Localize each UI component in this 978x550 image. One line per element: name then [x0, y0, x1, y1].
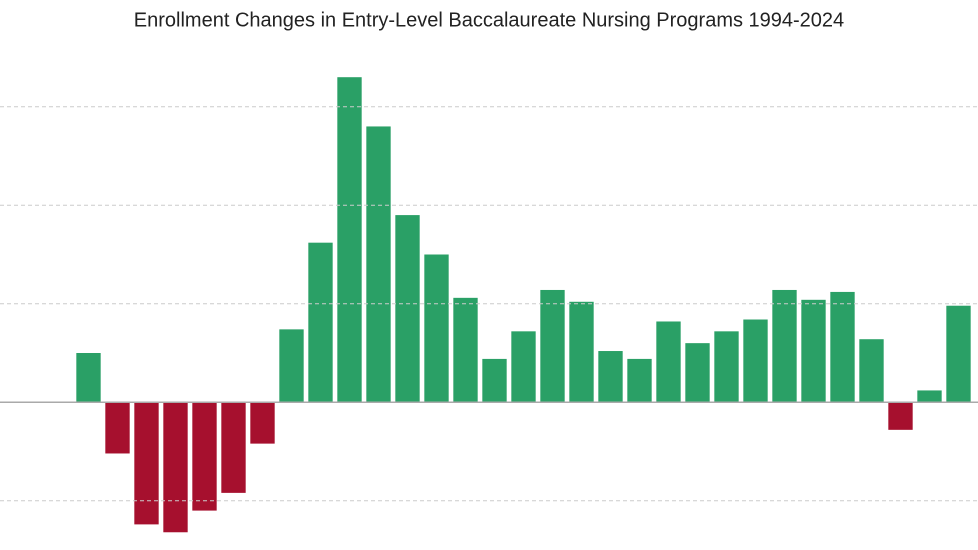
bar: [366, 126, 391, 403]
bar: [337, 77, 362, 403]
bar: [105, 402, 130, 454]
bar: [192, 402, 217, 511]
bar: [134, 402, 159, 525]
bar: [685, 343, 710, 403]
bar: [888, 402, 913, 430]
bar: [917, 390, 942, 403]
bar: [511, 331, 536, 403]
bar: [308, 242, 333, 403]
bar: [830, 291, 855, 403]
bar: [453, 297, 478, 403]
bar: [772, 289, 797, 403]
bar: [627, 358, 652, 403]
bar: [743, 319, 768, 403]
bar: [598, 351, 623, 403]
bar: [250, 402, 275, 444]
bar: [424, 254, 449, 403]
bar: [859, 339, 884, 403]
bar: [279, 329, 304, 403]
bar: [656, 321, 681, 403]
bar: [221, 402, 246, 493]
bar: [482, 358, 507, 403]
bar: [946, 305, 971, 403]
bar: [569, 301, 594, 403]
bar: [395, 215, 420, 403]
bar: [163, 402, 188, 533]
bar: [540, 289, 565, 403]
bar: [714, 331, 739, 403]
chart-title: Enrollment Changes in Entry-Level Baccal…: [134, 9, 844, 31]
bar: [801, 299, 826, 403]
bar: [76, 353, 101, 403]
